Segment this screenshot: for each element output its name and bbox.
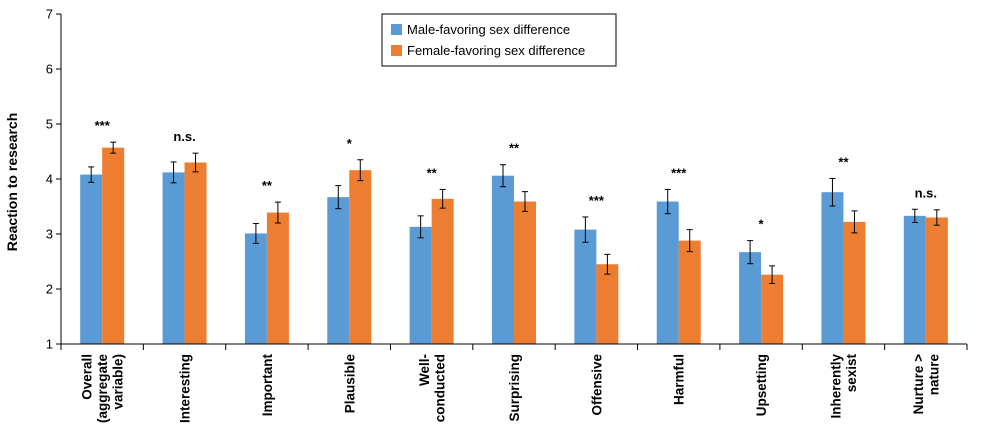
bars: ***n.s.****************n.s. [80, 118, 948, 344]
category-label-line: Overall [80, 354, 95, 400]
legend-swatch-male [391, 24, 402, 35]
legend-box [381, 13, 617, 67]
bar [656, 201, 679, 344]
category-label-line: Offensive [589, 354, 604, 416]
legend-swatch-female [391, 45, 402, 56]
bar [761, 274, 784, 344]
y-tick-label: 4 [46, 172, 53, 187]
y-axis-title: Reaction to research [4, 113, 20, 252]
category-label: Interesting [178, 354, 193, 423]
category-label-line: Harmful [672, 354, 687, 405]
bar [739, 252, 762, 344]
bar [80, 174, 103, 344]
bar [102, 147, 125, 344]
category-label-line: Nurture > [911, 354, 926, 415]
significance-label: *** [589, 193, 605, 208]
significance-label: n.s. [173, 129, 195, 144]
category-label-line: Well- [417, 354, 432, 386]
category-label-line: sexist [844, 353, 859, 392]
bar [349, 170, 372, 344]
category-label-line: Interesting [178, 354, 193, 423]
bar [492, 175, 514, 344]
category-label-line: Surprising [507, 354, 522, 422]
significance-label: ** [427, 165, 438, 180]
y-tick-label: 5 [46, 117, 53, 132]
bar [514, 201, 536, 344]
bar [903, 215, 926, 344]
category-label: Harmful [672, 354, 687, 405]
significance-label: ** [262, 178, 273, 193]
category-label: Inherently sexist [829, 353, 860, 418]
category-label-line: variable) [111, 354, 126, 410]
significance-label: n.s. [915, 185, 937, 200]
category-label: Nurture > nature [911, 354, 942, 415]
x-axis: Overall (aggregate variable) Interesting Imp… [60, 343, 968, 424]
category-label: Plausible [342, 354, 357, 414]
y-tick-label: 6 [46, 62, 53, 77]
bar [327, 197, 350, 344]
bar [925, 217, 948, 344]
significance-label: ** [509, 141, 520, 156]
category-label-line: conducted [432, 354, 447, 422]
category-label: Overall (aggregate variable) [80, 354, 126, 424]
significance-label: ** [838, 154, 849, 169]
bar [678, 240, 701, 344]
category-label: Well-conducted [417, 354, 448, 422]
category-label-line: nature [927, 354, 942, 396]
significance-label: * [759, 217, 765, 232]
bar [409, 226, 432, 344]
category-label: Upsetting [754, 354, 769, 416]
y-tick-label: 7 [46, 7, 53, 22]
category-label-line: Plausible [342, 354, 357, 414]
y-tick-label: 3 [46, 227, 53, 242]
category-label: Important [260, 353, 275, 416]
bar [431, 198, 454, 344]
category-label-line: Upsetting [754, 354, 769, 416]
y-tick-label: 1 [46, 337, 53, 352]
bar [596, 264, 619, 344]
significance-label: * [347, 136, 353, 151]
bar [821, 192, 844, 344]
significance-label: *** [671, 165, 687, 180]
legend: Male-favoring sex difference Female-favo… [381, 13, 617, 67]
category-label-line: (aggregate [95, 354, 110, 424]
bar [574, 229, 597, 344]
bar [162, 172, 185, 344]
y-axis: 1 2 3 4 5 6 7 [46, 7, 62, 352]
bar [244, 233, 267, 344]
legend-label-female: Female-favoring sex difference [407, 43, 585, 58]
bar [843, 221, 866, 344]
y-tick-label: 2 [46, 282, 53, 297]
significance-label: *** [95, 118, 111, 133]
category-label: Offensive [589, 354, 604, 416]
legend-label-male: Male-favoring sex difference [407, 22, 570, 37]
bar [184, 162, 207, 344]
bar [266, 212, 289, 344]
category-label-line: Inherently [829, 354, 844, 419]
category-label: Surprising [507, 354, 522, 422]
category-label-line: Important [260, 353, 275, 416]
